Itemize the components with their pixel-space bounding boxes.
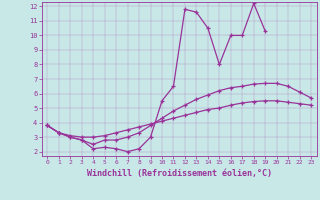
X-axis label: Windchill (Refroidissement éolien,°C): Windchill (Refroidissement éolien,°C) (87, 169, 272, 178)
